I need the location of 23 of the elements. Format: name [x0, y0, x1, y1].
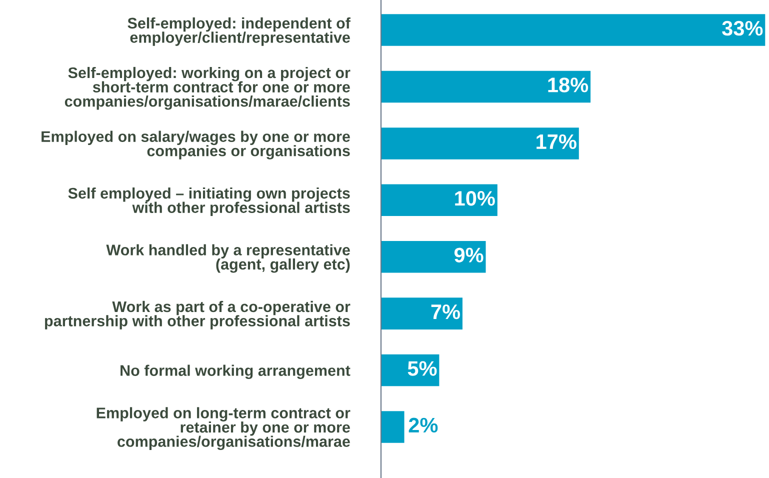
- data-label: 2%: [408, 418, 438, 433]
- y-tick-label: Employed on salary/wages by one or more companies or organisations: [42, 130, 350, 160]
- data-label: 33%: [722, 20, 763, 36]
- bar: [381, 240, 486, 273]
- y-tick-label: Self-employed: independent of employer/client/representative: [128, 17, 350, 46]
- data-label: 17%: [536, 134, 576, 150]
- bar: [381, 70, 591, 103]
- y-tick-label: No formal working arrangement: [120, 364, 350, 380]
- bar: [381, 14, 766, 46]
- y-tick-label: Work as part of a co-operative or partnership with other professional artists: [45, 300, 350, 330]
- data-label: 5%: [408, 361, 437, 376]
- y-tick-label: Self-employed: working on a project or short-term contract for one or more companies/organisations/marae/clients: [64, 66, 350, 110]
- bar: [381, 128, 579, 160]
- data-label: 9%: [454, 248, 484, 262]
- bar: [381, 411, 404, 443]
- data-label: 10%: [455, 191, 495, 206]
- y-tick-label: Self employed – initiating own projects with other professional artists: [68, 187, 350, 216]
- y-tick-label: Employed on long-term contract or retainer by one or more companies/organisations/marae: [96, 407, 350, 450]
- data-label: 18%: [548, 78, 588, 92]
- bar: [381, 298, 462, 330]
- bar: [381, 184, 498, 216]
- data-label: 7%: [431, 304, 460, 320]
- y-tick-label: Work handled by a representative (agent, gallery etc): [106, 244, 350, 273]
